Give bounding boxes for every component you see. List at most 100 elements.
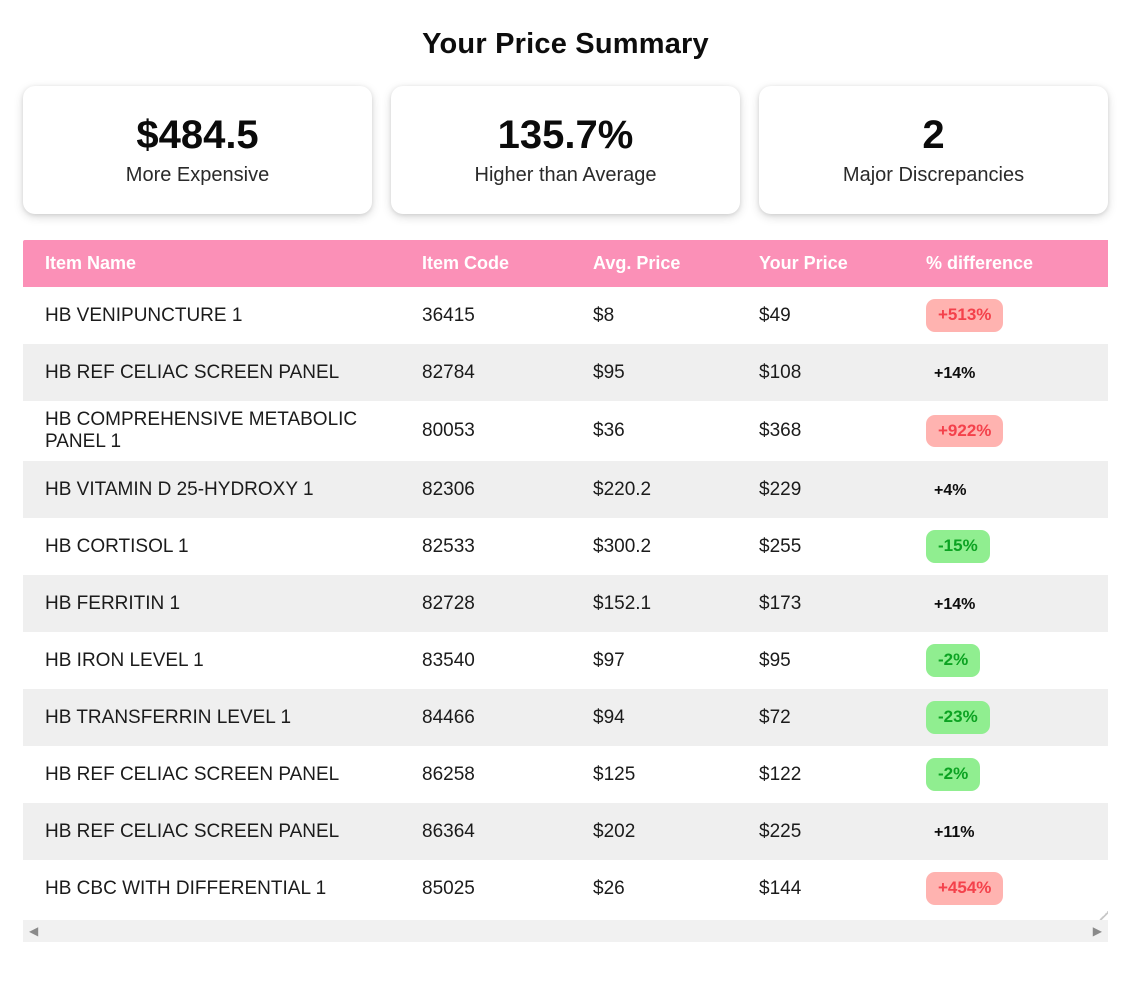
cell-your-price: $368 bbox=[759, 420, 802, 441]
column-header-item-code: Item Code bbox=[400, 240, 571, 287]
cell-item-code: 84466 bbox=[422, 706, 475, 728]
table-row: HB REF CELIAC SCREEN PANEL 86258 $125 $1… bbox=[23, 746, 1108, 803]
cell-item-name: HB COMPREHENSIVE METABOLIC PANEL 1 bbox=[45, 409, 358, 452]
cell-difference: +513% bbox=[904, 287, 1108, 344]
difference-badge: +4% bbox=[934, 481, 967, 499]
price-table: Item Name Item Code Avg. Price Your Pric… bbox=[23, 240, 1108, 917]
table-row: HB TRANSFERRIN LEVEL 1 84466 $94 $72 -23… bbox=[23, 689, 1108, 746]
cell-your-price: $122 bbox=[759, 763, 802, 785]
card-more-expensive: $484.5 More Expensive bbox=[23, 86, 372, 214]
cell-difference: +4% bbox=[904, 461, 1108, 518]
cell-avg-price: $152.1 bbox=[593, 592, 652, 614]
cell-item-name: HB IRON LEVEL 1 bbox=[45, 649, 204, 671]
table-row: HB REF CELIAC SCREEN PANEL 82784 $95 $10… bbox=[23, 344, 1108, 401]
cell-item-code: 82533 bbox=[422, 535, 475, 557]
column-header-item-name: Item Name bbox=[23, 240, 400, 287]
page-title: Your Price Summary bbox=[422, 28, 709, 60]
cell-your-price: $72 bbox=[759, 706, 791, 728]
cell-item-code: 82306 bbox=[422, 478, 475, 500]
table-row: HB CORTISOL 1 82533 $300.2 $255 -15% bbox=[23, 518, 1108, 575]
scroll-right-icon[interactable]: ▶ bbox=[1092, 924, 1102, 938]
difference-badge: -2% bbox=[926, 758, 981, 791]
cell-avg-price: $94 bbox=[593, 706, 625, 728]
column-header-your-price: Your Price bbox=[737, 240, 904, 287]
card-major-discrepancies: 2 Major Discrepancies bbox=[759, 86, 1108, 214]
cell-item-code: 82728 bbox=[422, 592, 475, 614]
card-value: $484.5 bbox=[136, 113, 259, 157]
difference-badge: +14% bbox=[934, 595, 976, 613]
column-header-avg-price: Avg. Price bbox=[571, 240, 737, 287]
table-row: HB FERRITIN 1 82728 $152.1 $173 +14% bbox=[23, 575, 1108, 632]
cell-item-name: HB CORTISOL 1 bbox=[45, 535, 189, 557]
cell-avg-price: $97 bbox=[593, 649, 625, 671]
difference-badge: +11% bbox=[934, 823, 975, 841]
difference-badge: -23% bbox=[926, 701, 990, 734]
resize-grip-icon[interactable] bbox=[1098, 910, 1108, 920]
cell-difference: -2% bbox=[904, 632, 1108, 689]
cell-item-name: HB VENIPUNCTURE 1 bbox=[45, 304, 243, 326]
difference-badge: +454% bbox=[926, 872, 1004, 905]
card-value: 135.7% bbox=[497, 113, 634, 157]
cell-avg-price: $300.2 bbox=[593, 535, 652, 557]
cell-difference: +922% bbox=[904, 401, 1108, 461]
scroll-left-icon[interactable]: ◀ bbox=[29, 924, 39, 938]
difference-badge: +513% bbox=[926, 299, 1004, 332]
cell-difference: -2% bbox=[904, 746, 1108, 803]
cell-item-code: 86364 bbox=[422, 820, 475, 842]
cell-your-price: $173 bbox=[759, 592, 802, 614]
cell-avg-price: $220.2 bbox=[593, 478, 652, 500]
cell-difference: +14% bbox=[904, 575, 1108, 632]
cell-difference: +14% bbox=[904, 344, 1108, 401]
cell-difference: +454% bbox=[904, 860, 1108, 917]
cell-item-name: HB CBC WITH DIFFERENTIAL 1 bbox=[45, 877, 327, 899]
difference-badge: +922% bbox=[926, 414, 1004, 448]
table-row: HB REF CELIAC SCREEN PANEL 86364 $202 $2… bbox=[23, 803, 1108, 860]
table-row: HB COMPREHENSIVE METABOLIC PANEL 1 80053… bbox=[23, 401, 1108, 461]
cell-avg-price: $125 bbox=[593, 763, 636, 785]
cell-your-price: $229 bbox=[759, 478, 802, 500]
column-header-difference: % difference bbox=[904, 240, 1108, 287]
card-value: 2 bbox=[922, 113, 945, 157]
cell-difference: -23% bbox=[904, 689, 1108, 746]
cell-item-code: 86258 bbox=[422, 763, 475, 785]
cell-your-price: $255 bbox=[759, 535, 802, 557]
cell-item-code: 82784 bbox=[422, 361, 475, 383]
cell-avg-price: $95 bbox=[593, 361, 625, 383]
cell-avg-price: $36 bbox=[593, 420, 625, 441]
cell-your-price: $108 bbox=[759, 361, 802, 383]
summary-cards: $484.5 More Expensive 135.7% Higher than… bbox=[0, 86, 1131, 214]
difference-badge: -15% bbox=[926, 530, 990, 563]
price-table-container: Item Name Item Code Avg. Price Your Pric… bbox=[23, 240, 1108, 917]
cell-your-price: $49 bbox=[759, 304, 791, 326]
cell-item-name: HB FERRITIN 1 bbox=[45, 592, 181, 614]
cell-avg-price: $26 bbox=[593, 877, 625, 899]
table-row: HB IRON LEVEL 1 83540 $97 $95 -2% bbox=[23, 632, 1108, 689]
cell-difference: +11% bbox=[904, 803, 1108, 860]
cell-item-code: 85025 bbox=[422, 877, 475, 899]
table-row: HB VITAMIN D 25-HYDROXY 1 82306 $220.2 $… bbox=[23, 461, 1108, 518]
cell-item-code: 83540 bbox=[422, 649, 475, 671]
cell-item-name: HB REF CELIAC SCREEN PANEL bbox=[45, 820, 340, 842]
table-row: HB VENIPUNCTURE 1 36415 $8 $49 +513% bbox=[23, 287, 1108, 344]
horizontal-scrollbar[interactable]: ◀ ▶ bbox=[23, 910, 1108, 942]
card-higher-than-average: 135.7% Higher than Average bbox=[391, 86, 740, 214]
cell-item-name: HB TRANSFERRIN LEVEL 1 bbox=[45, 706, 292, 728]
cell-avg-price: $8 bbox=[593, 304, 615, 326]
cell-item-name: HB REF CELIAC SCREEN PANEL bbox=[45, 763, 340, 785]
cell-item-code: 36415 bbox=[422, 304, 475, 326]
cell-difference: -15% bbox=[904, 518, 1108, 575]
card-label: More Expensive bbox=[125, 164, 270, 186]
card-label: Higher than Average bbox=[474, 164, 657, 186]
table-header: Item Name Item Code Avg. Price Your Pric… bbox=[23, 240, 1108, 287]
difference-badge: -2% bbox=[926, 644, 981, 677]
cell-your-price: $144 bbox=[759, 877, 802, 899]
cell-your-price: $95 bbox=[759, 649, 791, 671]
card-label: Major Discrepancies bbox=[842, 164, 1025, 186]
table-row: HB CBC WITH DIFFERENTIAL 1 85025 $26 $14… bbox=[23, 860, 1108, 917]
cell-your-price: $225 bbox=[759, 820, 802, 842]
cell-item-name: HB REF CELIAC SCREEN PANEL bbox=[45, 361, 340, 383]
cell-item-name: HB VITAMIN D 25-HYDROXY 1 bbox=[45, 478, 314, 500]
table-body: HB VENIPUNCTURE 1 36415 $8 $49 +513% HB … bbox=[23, 287, 1108, 917]
cell-item-code: 80053 bbox=[422, 420, 475, 441]
cell-avg-price: $202 bbox=[593, 820, 636, 842]
